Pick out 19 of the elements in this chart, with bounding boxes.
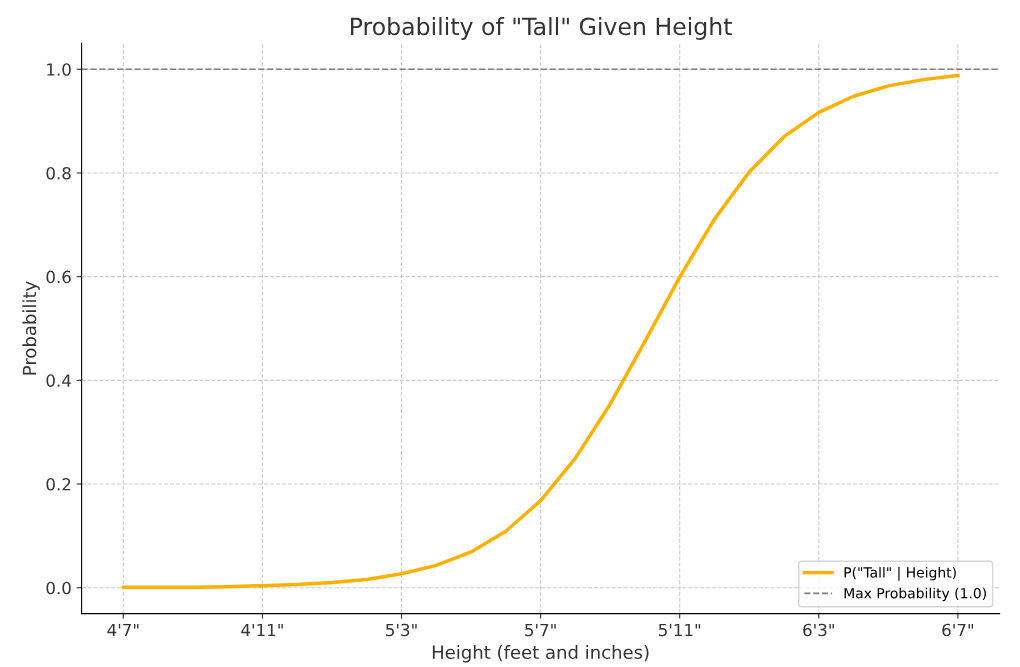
x-tick-label: 5'3"	[386, 623, 417, 637]
x-tick-label: 4'11"	[241, 623, 283, 637]
x-tick-label: 5'7"	[525, 623, 556, 637]
x-tick-label: 6'3"	[803, 623, 834, 637]
x-axis-title: Height (feet and inches)	[432, 645, 649, 663]
y-tick-label: 0.2	[46, 477, 71, 491]
legend-label: Max Probability (1.0)	[844, 587, 986, 602]
line-series	[121, 73, 960, 589]
y-tick-label: 0.8	[46, 166, 71, 180]
x-tick-label: 6'7"	[942, 623, 973, 637]
y-tick-label: 0.0	[46, 581, 71, 595]
x-tick-label: 5'11"	[658, 623, 701, 637]
x-tick-label: 4'7"	[107, 623, 139, 637]
y-axis-title: Probability	[22, 281, 40, 375]
chart-title: Probability of "Tall" Given Height	[351, 17, 732, 40]
y-tick-label: 1.0	[47, 63, 71, 76]
y-tick-label: 0.4	[46, 374, 71, 387]
y-tick-label: 0.6	[46, 270, 71, 284]
legend-label: P("Tall" | Height)	[844, 566, 956, 581]
